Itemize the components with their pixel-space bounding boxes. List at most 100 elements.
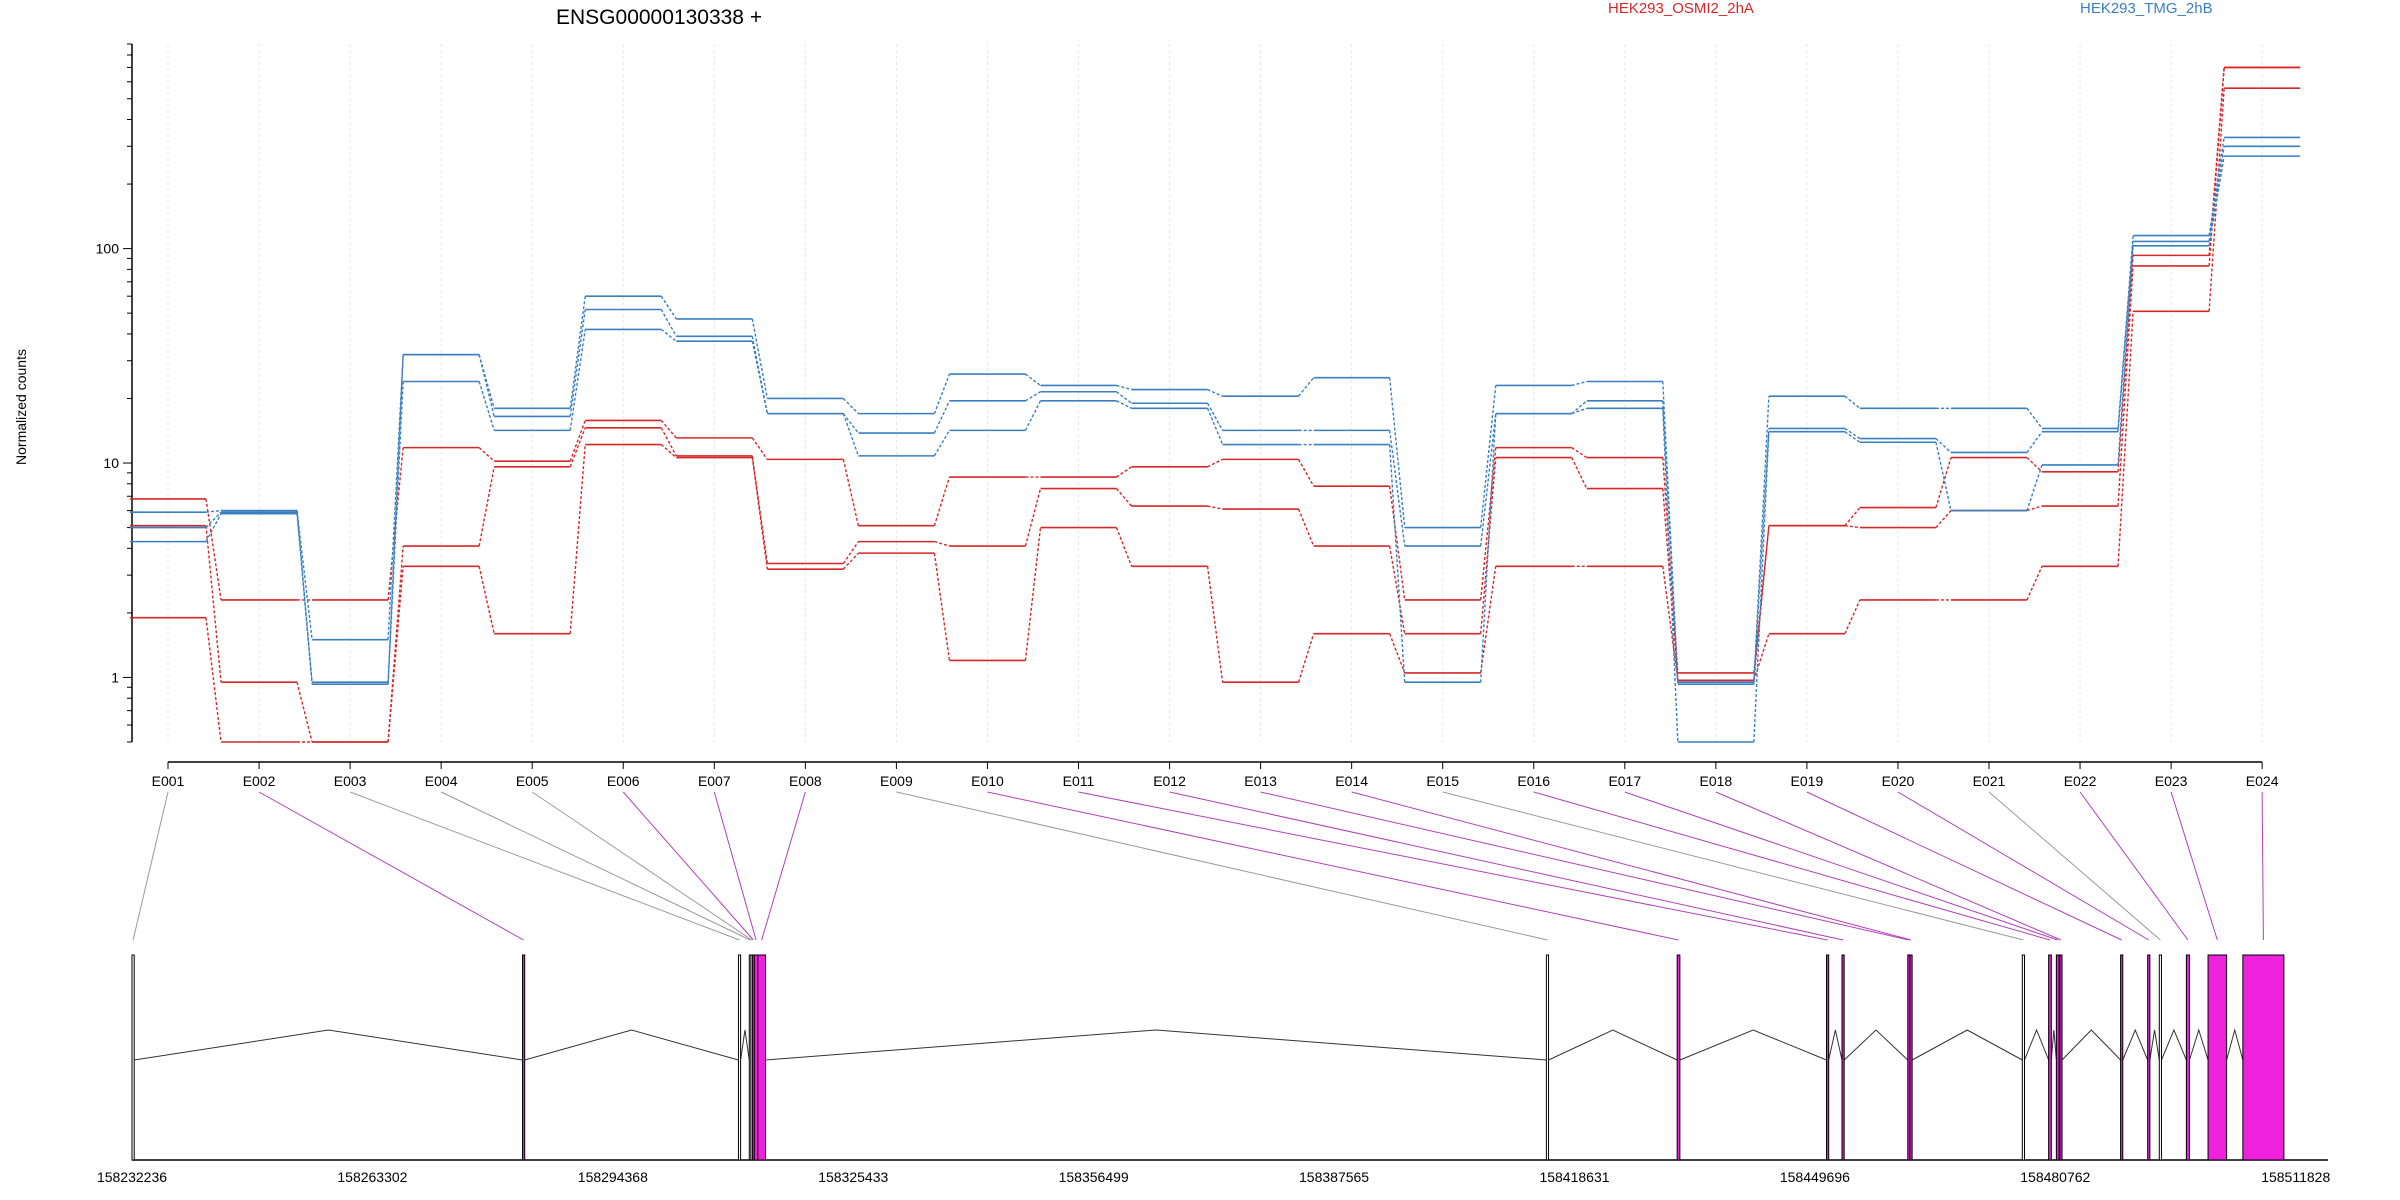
series-connector xyxy=(933,430,951,457)
series-connector xyxy=(1753,428,1770,685)
series-connector xyxy=(751,457,769,570)
series-connector xyxy=(842,397,859,415)
exon-connector xyxy=(761,791,806,941)
series-connector xyxy=(1844,395,1861,409)
exon-tick-label: E011 xyxy=(1063,773,1095,789)
series-connector xyxy=(1024,488,1042,547)
plot-area: 1 10 100 xyxy=(96,43,2301,743)
series-connector xyxy=(1207,505,1223,510)
legend-label-tmg: HEK293_TMG_2hB xyxy=(2080,0,2213,17)
series-connector xyxy=(660,419,677,439)
exon-connector xyxy=(1988,791,2161,941)
series-connector xyxy=(1025,391,1041,402)
series-connector xyxy=(296,682,313,743)
exon-tick-label: E024 xyxy=(2246,773,2279,789)
exon-box xyxy=(2048,954,2052,1161)
intron-line xyxy=(1911,1029,2023,1061)
exon-box xyxy=(2158,954,2162,1161)
exon-connector xyxy=(987,791,1679,941)
series-connector xyxy=(842,413,860,457)
exon-connector xyxy=(258,791,524,941)
exon-box xyxy=(2059,954,2063,1161)
series-connector xyxy=(569,427,586,468)
genomic-tick-label: 158449696 xyxy=(1780,1169,1850,1185)
series-connector xyxy=(1753,396,1770,683)
series-connector xyxy=(1115,488,1133,507)
exon-connector xyxy=(2170,791,2218,941)
exon-box xyxy=(1676,954,1681,1161)
series-connector xyxy=(296,512,313,683)
series-connector xyxy=(569,420,586,462)
series-connector xyxy=(1662,566,1679,681)
y-tick-label: 1 xyxy=(111,669,119,685)
exon-connector xyxy=(1624,791,2058,941)
series-connector xyxy=(478,381,495,431)
intron-line xyxy=(2226,1028,2244,1061)
exon-tick-label: E006 xyxy=(607,773,640,789)
series-connector xyxy=(2026,457,2043,473)
series-connector xyxy=(1753,431,1770,743)
series-connector xyxy=(1206,408,1224,445)
exon-connector xyxy=(1806,791,2122,941)
series-connector xyxy=(387,566,404,743)
series-connector xyxy=(1115,527,1133,567)
intron-line xyxy=(1843,1029,1909,1061)
series-connector xyxy=(1297,508,1315,547)
series-connector xyxy=(478,447,495,462)
exon-box xyxy=(1841,954,1845,1161)
y-axis-label: Normalized counts xyxy=(13,349,29,465)
exon-box xyxy=(2055,954,2060,1161)
exon-tick-label: E021 xyxy=(1973,773,2006,789)
intron-line xyxy=(1679,1029,1827,1061)
series-connector xyxy=(1935,457,1952,508)
series-connector xyxy=(1388,377,1406,528)
exon-connector xyxy=(1351,791,1912,941)
series-connector xyxy=(1024,527,1042,661)
exon-connectors xyxy=(132,791,2264,941)
exon-connector xyxy=(531,791,753,941)
series-connector xyxy=(478,354,495,409)
genomic-tick-label: 158263302 xyxy=(337,1169,407,1185)
exon-tick-label: E009 xyxy=(880,773,913,789)
exon-connector xyxy=(1442,791,2024,941)
exon-tick-label: E014 xyxy=(1335,773,1368,789)
series-connector xyxy=(1753,525,1770,681)
exon-tick-label: E023 xyxy=(2155,773,2188,789)
series-connector xyxy=(1571,380,1587,387)
series-connector xyxy=(1935,510,1952,529)
series-connector xyxy=(1116,466,1132,478)
series-connector xyxy=(569,296,586,409)
series-connector xyxy=(1480,413,1497,547)
exon-tick-label: E012 xyxy=(1153,773,1186,789)
series-connector xyxy=(842,541,859,564)
genomic-tick-label: 158387565 xyxy=(1299,1169,1369,1185)
exon-connector xyxy=(896,791,1548,941)
exon-tick-label: E017 xyxy=(1608,773,1641,789)
series-connector xyxy=(205,513,222,542)
series-connector xyxy=(1480,457,1497,634)
exon-box xyxy=(2120,954,2124,1161)
exon-tick-label: E018 xyxy=(1699,773,1732,789)
series-connector xyxy=(2117,255,2134,472)
series-connector xyxy=(205,511,222,529)
series-connector xyxy=(478,466,495,547)
series-connector xyxy=(296,510,313,640)
intron-line xyxy=(2122,1028,2149,1061)
exon-tick-label: E016 xyxy=(1517,773,1550,789)
series-connector xyxy=(1388,633,1406,674)
genomic-tick-label: 158480762 xyxy=(2020,1169,2090,1185)
series-connector xyxy=(1753,633,1770,681)
series-connector xyxy=(751,437,768,460)
series-connector xyxy=(660,309,677,337)
series-connector xyxy=(1206,402,1224,431)
series-connector xyxy=(2117,241,2134,432)
series-connector xyxy=(1388,486,1406,600)
series-connector xyxy=(478,354,495,417)
series-connector xyxy=(1844,431,1861,443)
series-connector xyxy=(1298,377,1315,397)
intron-line xyxy=(2149,1029,2160,1061)
series-connector xyxy=(2208,137,2225,236)
series-connector xyxy=(296,513,313,685)
intron-line xyxy=(1828,1029,1843,1061)
